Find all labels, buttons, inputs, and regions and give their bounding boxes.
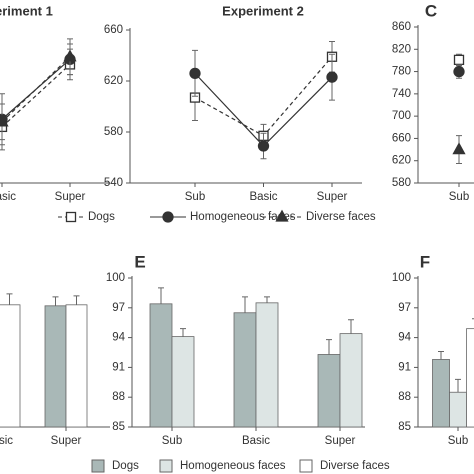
- legend-label: Dogs: [112, 460, 139, 472]
- legend-label: Homogeneous faces: [190, 211, 296, 223]
- y-tick-label: 97: [398, 302, 411, 314]
- panel-title: E: [134, 252, 145, 271]
- marker: [453, 54, 465, 66]
- marker: [452, 142, 466, 155]
- bar: [65, 304, 88, 428]
- x-tick-label: Sub: [448, 435, 468, 447]
- y-tick-label: 620: [104, 75, 123, 87]
- bar: [317, 354, 341, 428]
- error-bar: [348, 319, 354, 334]
- panel-title: C: [425, 1, 437, 20]
- y-tick-label: 660: [104, 24, 123, 36]
- y-tick-label: 97: [112, 302, 125, 314]
- error-bar: [242, 296, 248, 313]
- legend-label: Diverse faces: [320, 460, 390, 472]
- bar: [449, 391, 467, 428]
- bar: [339, 333, 363, 428]
- legend-label: Diverse faces: [306, 211, 376, 223]
- y-tick-label: 100: [106, 272, 125, 284]
- y-tick-label: 860: [392, 21, 411, 33]
- y-tick-label: 85: [112, 421, 125, 433]
- y-tick-label: 94: [112, 332, 125, 344]
- x-tick-label: Super: [325, 435, 356, 447]
- y-tick-label: 85: [398, 421, 411, 433]
- panel-title: Experiment 1: [0, 3, 53, 18]
- y-tick-label: 88: [112, 391, 125, 403]
- series-line: [1, 63, 71, 128]
- x-tick-label: Basic: [0, 191, 16, 203]
- marker: [453, 65, 465, 78]
- error-bar: [455, 378, 461, 393]
- bar: [149, 303, 173, 428]
- y-tick-label: 780: [392, 66, 411, 78]
- error-bar: [264, 296, 270, 303]
- marker: [65, 211, 77, 223]
- y-tick-label: 88: [398, 391, 411, 403]
- bar: [255, 302, 279, 428]
- error-bar: [158, 287, 164, 304]
- y-tick-label: 620: [392, 155, 411, 167]
- bar: [466, 328, 474, 428]
- marker: [257, 140, 270, 152]
- x-tick-label: Basic: [249, 191, 277, 203]
- marker: [63, 49, 77, 62]
- y-tick-label: 100: [392, 272, 411, 284]
- error-bar: [438, 351, 444, 360]
- panel-title: F: [420, 252, 430, 271]
- marker: [326, 71, 338, 83]
- y-tick-label: 91: [112, 361, 125, 373]
- marker: [162, 211, 174, 223]
- y-tick-label: 580: [104, 126, 123, 138]
- error-bar: [180, 328, 186, 337]
- marker: [189, 67, 201, 79]
- panel-title: Experiment 2: [222, 3, 304, 18]
- x-tick-label: Sub: [162, 435, 182, 447]
- y-tick-label: 540: [104, 177, 123, 189]
- x-tick-label: Basic: [242, 435, 270, 447]
- error-bar: [472, 318, 474, 320]
- y-tick-label: 94: [398, 332, 411, 344]
- series-line: [1, 56, 71, 123]
- series-line: [1, 58, 71, 120]
- x-tick-label: Super: [55, 191, 86, 203]
- marker: [0, 114, 9, 127]
- legend-label: Dogs: [88, 211, 115, 223]
- x-tick-label: Super: [51, 435, 82, 447]
- legend-swatch: [91, 459, 105, 473]
- y-tick-label: 91: [398, 361, 411, 373]
- error-bar: [6, 293, 13, 305]
- bar: [171, 336, 195, 428]
- x-tick-label: Basic: [0, 435, 13, 447]
- x-tick-label: Sub: [185, 191, 205, 203]
- error-bar: [52, 296, 59, 306]
- y-tick-label: 700: [392, 110, 411, 122]
- bar: [233, 312, 257, 428]
- legend-swatch: [159, 459, 173, 473]
- error-bar: [326, 339, 332, 355]
- y-tick-label: 740: [392, 88, 411, 100]
- bar: [44, 305, 67, 428]
- error-bar: [73, 295, 80, 305]
- legend-label: Homogeneous faces: [180, 460, 286, 472]
- x-tick-label: Super: [317, 191, 348, 203]
- bar: [0, 304, 21, 428]
- y-tick-label: 580: [392, 177, 411, 189]
- y-tick-label: 660: [392, 132, 411, 144]
- legend-swatch: [299, 459, 313, 473]
- marker: [275, 209, 289, 222]
- bar: [432, 359, 450, 428]
- y-tick-label: 820: [392, 43, 411, 55]
- x-tick-label: Sub: [449, 191, 469, 203]
